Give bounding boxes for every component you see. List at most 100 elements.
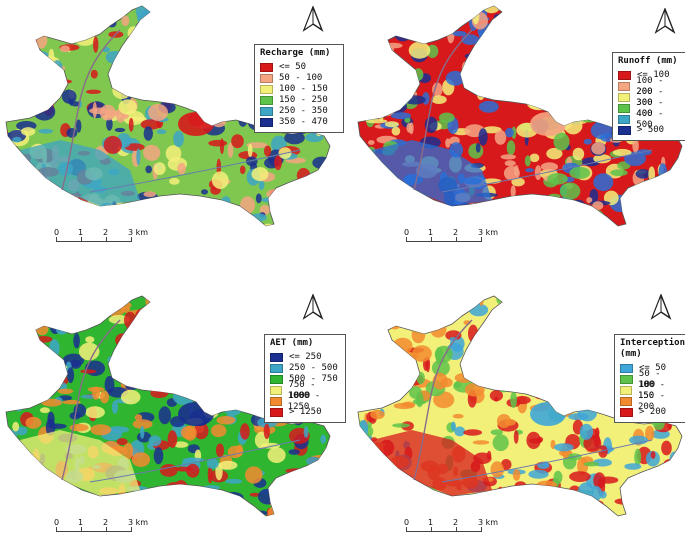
north-arrow-icon	[654, 8, 676, 34]
scale-bar: 0 1 2 3 km	[400, 228, 500, 248]
legend-label: 100 - 150	[637, 379, 666, 401]
legend-label: <= 50	[639, 363, 667, 373]
legend-item: 250 - 350	[260, 106, 338, 117]
river-line	[413, 319, 473, 481]
legend-swatch	[618, 126, 631, 135]
scale-label-1: 1	[78, 228, 84, 237]
legend-swatch	[618, 82, 631, 91]
legend-recharge: Recharge (mm) <= 50 50 - 100 100 - 150 150 …	[254, 44, 344, 133]
legend-title: AET (mm)	[270, 338, 314, 348]
map-panel-runoff: Runoff (mm) <= 100 100 - 200 200 - 300 300 …	[342, 0, 685, 277]
legend-item: 400 - 500	[618, 109, 682, 130]
legend-label: > 500	[637, 125, 665, 135]
legend-title: Runoff (mm)	[618, 56, 678, 66]
north-arrow-icon	[302, 294, 324, 320]
legend-label: <= 250	[289, 352, 322, 362]
legend-item: > 200	[620, 407, 682, 418]
legend-item: 50 - 100	[620, 369, 682, 390]
legend-label: 1000 - 1250	[287, 390, 321, 412]
road-line	[89, 439, 301, 483]
legend-swatch	[260, 118, 273, 127]
scale-label-2: 2	[453, 518, 459, 527]
legend-swatch	[260, 85, 273, 94]
legend-swatch	[618, 93, 631, 102]
legend-item: 150 - 200	[620, 391, 682, 412]
scale-label-0: 0	[404, 228, 410, 237]
scale-label-3: 3 km	[128, 518, 149, 527]
legend-label: 250 - 500	[289, 363, 338, 373]
legend-label: 400 - 500	[636, 108, 664, 130]
legend-runoff: Runoff (mm) <= 100 100 - 200 200 - 300 300 …	[612, 52, 685, 141]
river-line	[413, 29, 473, 191]
legend-swatch	[260, 107, 273, 116]
legend-item: 100 - 150	[260, 84, 338, 95]
scale-label-2: 2	[103, 518, 109, 527]
legend-swatch	[270, 375, 283, 384]
legend-swatch	[270, 364, 283, 373]
legend-swatch	[270, 353, 283, 362]
river-line	[61, 319, 121, 481]
legend-interception: Interception (mm) <= 50 50 - 100 100 - 150…	[614, 334, 685, 423]
map-panel-interception: Interception (mm) <= 50 50 - 100 100 - 150…	[342, 278, 685, 555]
scale-label-0: 0	[54, 228, 60, 237]
legend-label: 150 - 200	[637, 390, 666, 412]
legend-item: <= 50	[620, 363, 682, 374]
legend-item: 300 - 400	[618, 98, 682, 119]
road-line	[89, 149, 301, 193]
legend-swatch	[270, 397, 282, 406]
legend-swatch	[620, 364, 633, 373]
legend-item: 500 - 750	[270, 374, 340, 385]
legend-label: 150 - 250	[279, 95, 328, 105]
scale-label-3: 3 km	[478, 228, 499, 237]
legend-item: 150 - 250	[260, 95, 338, 106]
legend-swatch	[618, 104, 631, 113]
scale-bar: 0 1 2 3 km	[400, 518, 500, 538]
legend-item: 750 - 1000	[270, 380, 340, 401]
legend-item: 100 - 200	[618, 76, 682, 97]
legend-item: > 500	[618, 125, 682, 136]
legend-label: 50 - 100	[279, 73, 323, 83]
legend-item: 350 - 470	[260, 117, 338, 128]
legend-label: 350 - 470	[279, 117, 328, 127]
legend-item: > 1250	[270, 407, 340, 418]
legend-swatch	[620, 375, 633, 384]
legend-label: 100 - 150	[279, 84, 328, 94]
north-arrow-icon	[302, 6, 324, 32]
legend-label: 200 - 300	[636, 86, 664, 108]
scale-bar: 0 1 2 3 km	[50, 518, 150, 538]
legend-label: 50 - 100	[638, 368, 661, 390]
river-line	[61, 29, 121, 191]
legend-item: 1000 - 1250	[270, 391, 340, 412]
legend-item: <= 50	[260, 62, 338, 73]
legend-label: <= 100	[637, 70, 670, 80]
scale-label-2: 2	[453, 228, 459, 237]
legend-aet: AET (mm) <= 250 250 - 500 500 - 750 750 - 1…	[264, 334, 346, 423]
legend-swatch	[260, 74, 273, 83]
road-line	[441, 149, 653, 193]
legend-swatch	[260, 63, 273, 72]
interception-map	[357, 295, 683, 517]
legend-label: 500 - 750	[289, 374, 338, 384]
legend-item: <= 250	[270, 352, 340, 363]
scale-label-3: 3 km	[478, 518, 499, 527]
runoff-map	[357, 5, 683, 227]
legend-swatch	[620, 386, 632, 395]
scale-label-1: 1	[428, 228, 434, 237]
legend-item: 250 - 500	[270, 363, 340, 374]
legend-label: 300 - 400	[636, 97, 664, 119]
legend-label: 100 - 200	[636, 75, 664, 97]
legend-swatch	[620, 408, 633, 417]
legend-title: Recharge (mm)	[260, 48, 331, 58]
map-panel-aet: AET (mm) <= 250 250 - 500 500 - 750 750 - 1…	[0, 278, 346, 555]
legend-label: 750 - 1000	[288, 379, 316, 401]
road-line	[441, 439, 653, 483]
scale-label-1: 1	[428, 518, 434, 527]
legend-title: Interception (mm)	[620, 338, 685, 359]
recharge-map	[5, 5, 331, 227]
legend-label: > 1250	[289, 407, 322, 417]
legend-swatch	[270, 408, 283, 417]
legend-label: > 200	[639, 407, 667, 417]
legend-swatch	[270, 386, 283, 395]
scale-label-2: 2	[103, 228, 109, 237]
scale-label-0: 0	[404, 518, 410, 527]
